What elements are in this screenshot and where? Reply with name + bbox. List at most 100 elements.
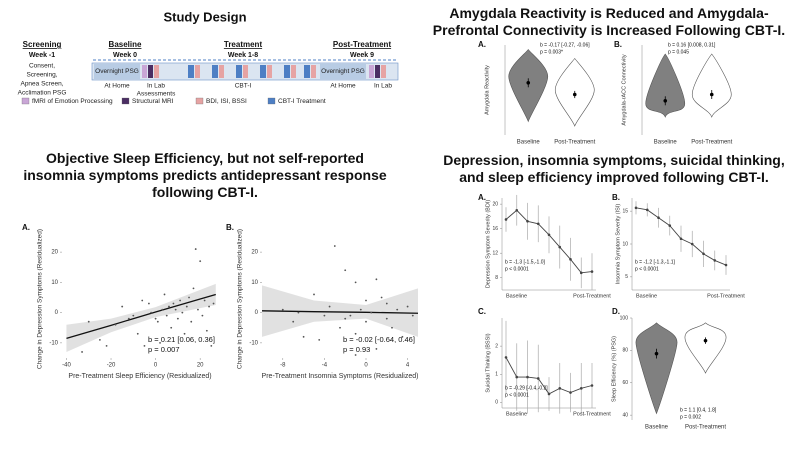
- y-tick-label: 1: [495, 372, 498, 378]
- point: [354, 354, 357, 356]
- x-axis-label: Pre-Treatment Sleep Efficiency (Residual…: [68, 373, 211, 380]
- point: [185, 305, 188, 308]
- point: [547, 392, 551, 396]
- point: [156, 320, 159, 323]
- x-tick-label: Post-Treatment: [707, 293, 745, 299]
- legend-swatch: [21, 97, 30, 105]
- y-tick-label: 100: [620, 315, 629, 321]
- point: [212, 302, 215, 305]
- x-tick-label: Baseline: [645, 425, 669, 431]
- timeline-label: At Home: [104, 83, 130, 90]
- point: [210, 344, 213, 347]
- block: [154, 65, 159, 78]
- point: [634, 206, 638, 210]
- block: [236, 65, 242, 78]
- point: [579, 271, 583, 275]
- block: [219, 65, 224, 78]
- timeline-label: Overnight PSG: [95, 68, 139, 75]
- point: [183, 332, 186, 335]
- mean-point: [526, 81, 531, 85]
- point: [401, 335, 404, 338]
- point: [702, 252, 705, 256]
- point: [148, 302, 150, 305]
- violin: [691, 53, 732, 118]
- point: [679, 237, 683, 241]
- point: [365, 320, 367, 323]
- block: [148, 65, 153, 78]
- block: [260, 65, 266, 78]
- point: [406, 305, 409, 308]
- y-tick-label: 2: [495, 343, 498, 349]
- y-tick-label: -10: [49, 340, 58, 346]
- point: [161, 308, 164, 311]
- annotation: b = 0.16 [0.008, 0.31]: [668, 42, 716, 48]
- phase-name: Treatment: [224, 40, 263, 49]
- x-tick-label: Baseline: [506, 293, 527, 299]
- x-tick-label: -4: [322, 363, 328, 369]
- point: [536, 377, 540, 380]
- block: [188, 65, 194, 78]
- phase-week: Week 1-8: [228, 52, 258, 59]
- annotation: p = 0.93: [343, 345, 370, 354]
- point: [590, 270, 594, 273]
- point: [396, 308, 399, 311]
- phase-week: Week 0: [113, 52, 137, 59]
- x-tick-label: Post-Treatment: [573, 411, 611, 417]
- y-tick-label: 20: [492, 201, 498, 207]
- timeline-label: Assessments: [137, 91, 176, 98]
- point: [558, 387, 562, 390]
- y-tick-label: 60: [622, 380, 628, 386]
- point: [170, 326, 173, 329]
- point: [365, 299, 367, 302]
- point: [159, 341, 161, 344]
- block: [267, 65, 272, 78]
- point: [98, 338, 101, 341]
- y-axis-label: Suicidal Thinking (BSSI): [485, 333, 491, 392]
- block: [195, 65, 200, 78]
- point: [328, 305, 331, 308]
- annotation: b = -0.02 [-0.64, 0.46]: [343, 335, 415, 344]
- x-tick-label: Post-Treatment: [685, 425, 726, 431]
- x-tick-label: -8: [280, 363, 286, 369]
- point: [302, 335, 305, 338]
- x-tick-label: 0: [154, 363, 158, 369]
- y-axis-label: Insomnia Symptom Severity (ISI): [615, 204, 621, 285]
- point: [168, 305, 170, 308]
- panel-label: B.: [612, 193, 620, 202]
- y-tick-label: 16: [492, 226, 498, 232]
- y-tick-label: 80: [622, 348, 628, 354]
- psg-box: [320, 64, 366, 79]
- point: [188, 296, 190, 299]
- mean-point: [709, 92, 714, 97]
- point: [558, 245, 562, 249]
- x-tick-label: Post-Treatment: [554, 140, 595, 146]
- point: [81, 351, 83, 353]
- point: [154, 317, 157, 320]
- point: [333, 245, 336, 247]
- y-axis-label: Sleep Efficiency (%) (PSG): [611, 336, 617, 402]
- timeline-label: In Lab: [374, 83, 392, 90]
- phase-name: Baseline: [109, 40, 142, 49]
- y-tick-label: 15: [622, 208, 628, 214]
- phase-name: Screening: [23, 40, 62, 49]
- point: [515, 375, 519, 379]
- point: [194, 248, 197, 250]
- x-tick-label: Post-Treatment: [573, 293, 611, 299]
- point: [536, 222, 540, 226]
- legend-label: Structural MRI: [132, 98, 174, 105]
- point: [504, 356, 508, 359]
- block: [381, 65, 386, 78]
- section-title: Amygdala Reactivity is Reduced and Amygd…: [432, 5, 786, 38]
- y-axis-label: Depression Symptom Severity (BDI): [485, 200, 491, 288]
- x-tick-label: 4: [406, 363, 410, 369]
- violin: [645, 53, 686, 118]
- x-tick-label: 20: [197, 363, 204, 369]
- annotation: b = 0.21 [0.06, 0.36]: [148, 335, 215, 344]
- point: [141, 299, 144, 302]
- x-tick-label: 0: [364, 363, 368, 369]
- point: [547, 233, 551, 237]
- annotation: p = 0.007: [148, 345, 180, 354]
- annotation: p = 0.045: [668, 49, 689, 55]
- point: [370, 311, 373, 314]
